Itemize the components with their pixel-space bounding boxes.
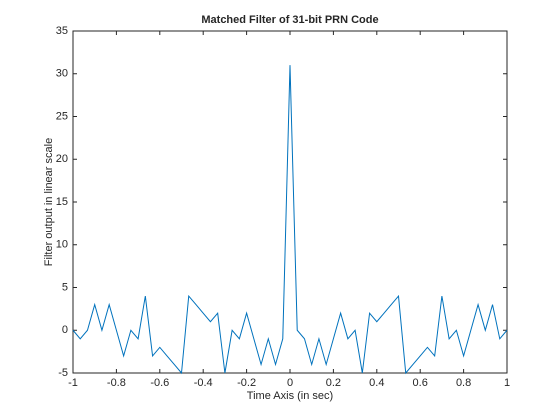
x-tick-label: -0.8 <box>107 377 126 389</box>
x-tick-label: 1 <box>504 377 510 389</box>
y-tick-label: 5 <box>62 281 68 293</box>
y-tick-label: 25 <box>56 110 68 122</box>
x-tick-label: 0 <box>287 377 293 389</box>
y-tick-label: 30 <box>56 68 68 80</box>
chart-title: Matched Filter of 31-bit PRN Code <box>201 14 378 26</box>
data-line <box>72 65 508 375</box>
y-tick-label: 10 <box>56 239 68 251</box>
x-axis-label: Time Axis (in sec) <box>247 390 333 402</box>
y-tick-label: -5 <box>58 367 68 379</box>
x-tick-label: -0.4 <box>194 377 213 389</box>
x-tick-label: -0.6 <box>150 377 169 389</box>
x-tick-label: -1 <box>68 377 78 389</box>
y-tick-label: 35 <box>56 25 68 37</box>
x-tick-label: 0.8 <box>456 377 471 389</box>
x-tick-label: 0.2 <box>326 377 341 389</box>
y-tick-label: 15 <box>56 196 68 208</box>
x-tick-label: -0.2 <box>237 377 256 389</box>
y-axis-label: Filter output in linear scale <box>43 138 55 266</box>
x-tick-label: 0.4 <box>369 377 384 389</box>
y-tick-label: 20 <box>56 153 68 165</box>
y-tick-label: 0 <box>62 324 68 336</box>
x-tick-label: 0.6 <box>413 377 428 389</box>
